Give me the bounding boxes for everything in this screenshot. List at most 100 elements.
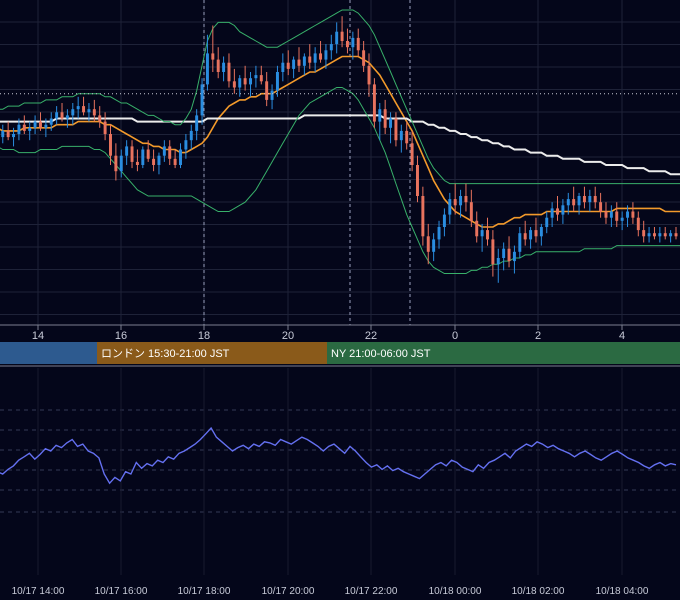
candle-body: [275, 72, 279, 91]
candle-body: [216, 59, 220, 72]
candle-body: [200, 84, 204, 116]
time-axis-label: 10/17 18:00: [178, 586, 231, 597]
candle-body: [173, 158, 177, 165]
candle-body: [146, 149, 150, 159]
candle-body: [566, 199, 570, 206]
candle-body: [561, 205, 565, 215]
candle-body: [577, 196, 581, 206]
candle-body: [518, 233, 522, 252]
candle-body: [351, 37, 355, 48]
session-segment: [0, 342, 97, 364]
candle-body: [243, 78, 247, 85]
candle-body: [345, 41, 349, 48]
candle-body: [109, 134, 112, 156]
candle-body: [17, 124, 21, 134]
candle-body: [329, 44, 333, 51]
session-label: ロンドン 15:30-21:00 JST: [101, 348, 230, 360]
session-segment: [327, 342, 680, 364]
candle-body: [572, 199, 576, 206]
candle-body: [12, 134, 16, 138]
candle-body: [658, 233, 662, 237]
candle-body: [92, 109, 96, 116]
candle-body: [60, 112, 64, 119]
band-upper-line: [0, 9, 680, 185]
candle-body: [674, 233, 678, 237]
candle-body: [464, 196, 468, 203]
candle-body: [486, 230, 489, 240]
candle-body: [259, 75, 263, 82]
candle-body: [383, 109, 387, 128]
candle-body: [582, 196, 586, 203]
candle-body: [437, 227, 441, 240]
candle-body: [421, 196, 425, 237]
candle-body: [389, 118, 393, 128]
candle-body: [168, 146, 172, 159]
candle-body: [335, 31, 339, 45]
x-axis-label: 16: [115, 330, 127, 342]
candle-body: [286, 62, 290, 69]
candle-body: [599, 202, 603, 212]
candle-body: [507, 248, 511, 262]
x-axis-label: 20: [282, 330, 294, 342]
time-axis-label: 10/18 04:00: [596, 586, 649, 597]
candle-body: [448, 199, 452, 215]
candle-body: [545, 217, 549, 227]
candle-body: [114, 155, 118, 172]
candle-body: [378, 109, 382, 122]
candle-body: [367, 65, 371, 85]
candle-body: [459, 196, 463, 206]
candle-body: [125, 146, 129, 156]
candle-body: [604, 211, 608, 218]
candle-body: [529, 230, 533, 240]
candle-body: [453, 199, 457, 206]
candle-body: [222, 62, 226, 72]
candle-body: [270, 90, 274, 100]
candle-body: [502, 248, 506, 258]
candle-body: [28, 127, 32, 131]
candle-body: [211, 53, 215, 60]
candle-body: [38, 121, 42, 128]
oscillator-series: [0, 426, 677, 485]
candle-body: [642, 230, 646, 237]
candle-body: [340, 31, 344, 41]
candle-body: [469, 202, 473, 221]
candle-body: [87, 109, 91, 113]
price-panel-grid: [0, 21, 680, 315]
candle-body: [405, 130, 409, 144]
candle-body: [356, 37, 360, 51]
candle-body: [534, 230, 538, 237]
candle-body: [254, 75, 258, 79]
candle-body: [308, 56, 312, 63]
candle-body: [162, 146, 166, 156]
candle-body: [620, 217, 624, 221]
time-axis-label: 10/18 02:00: [512, 586, 565, 597]
candle-body: [297, 59, 301, 66]
candle-body: [189, 130, 193, 141]
x-axis: 14 16 18 20 22 0 2 4: [32, 325, 625, 342]
candle-body: [205, 53, 209, 85]
time-axis: 10/17 14:00 10/17 16:00 10/17 18:00 10/17 2…: [12, 586, 649, 597]
x-axis-label: 14: [32, 330, 44, 342]
candle-body: [410, 143, 414, 165]
candle-body: [475, 220, 479, 237]
candle-body: [76, 106, 80, 110]
candle-body: [539, 227, 543, 237]
candle-body: [669, 233, 673, 237]
candle-body: [432, 239, 436, 252]
x-axis-label: 22: [365, 330, 377, 342]
candle-body: [119, 155, 123, 172]
session-band: ロンドン 15:30-21:00 JST NY 21:00-06:00 JST: [0, 342, 680, 364]
oscillator-line: [0, 426, 677, 485]
candle-body: [227, 62, 231, 82]
oscillator-panel-grid: [0, 368, 680, 575]
candle-body: [65, 115, 69, 119]
time-axis-label: 10/17 20:00: [262, 586, 315, 597]
candle-body: [588, 196, 592, 203]
candle-body: [523, 233, 527, 240]
candle-body: [394, 118, 398, 141]
candle-body: [44, 124, 48, 128]
candle-body: [426, 236, 430, 252]
candle-body: [615, 211, 619, 221]
x-axis-label: 18: [198, 330, 210, 342]
